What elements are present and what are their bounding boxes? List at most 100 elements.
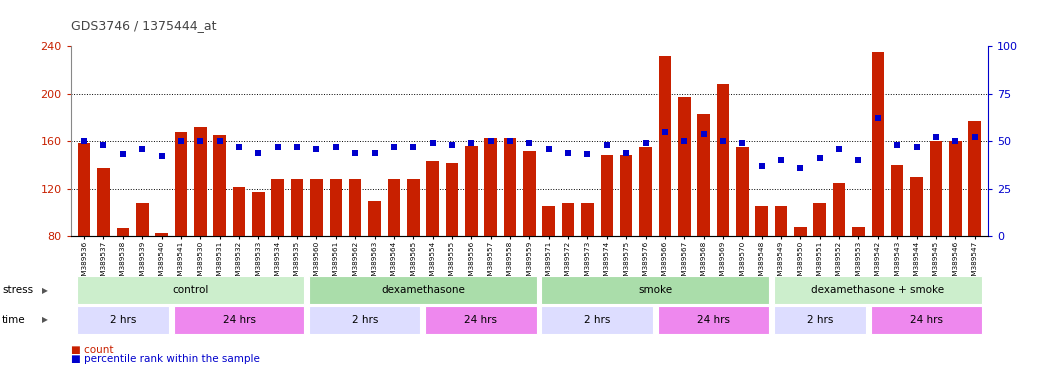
Bar xyxy=(368,200,381,331)
Bar xyxy=(891,165,903,331)
Point xyxy=(541,146,557,152)
Point xyxy=(95,142,112,148)
Bar xyxy=(814,203,826,331)
Point xyxy=(443,142,460,148)
Bar xyxy=(968,121,981,331)
Bar xyxy=(543,207,555,331)
Text: 24 hrs: 24 hrs xyxy=(222,315,255,325)
Point xyxy=(947,138,963,144)
Point xyxy=(618,149,634,156)
Point xyxy=(966,134,983,141)
Bar xyxy=(349,179,361,331)
Point xyxy=(463,140,480,146)
Text: GDS3746 / 1375444_at: GDS3746 / 1375444_at xyxy=(71,19,216,32)
Point xyxy=(870,115,886,121)
Text: 2 hrs: 2 hrs xyxy=(110,315,136,325)
Point xyxy=(676,138,692,144)
Text: ■ percentile rank within the sample: ■ percentile rank within the sample xyxy=(71,354,260,364)
Point xyxy=(714,138,731,144)
Point xyxy=(366,149,383,156)
Point xyxy=(230,144,247,150)
Point xyxy=(76,138,92,144)
Bar xyxy=(601,156,613,331)
Bar xyxy=(271,179,284,331)
Bar xyxy=(174,132,187,331)
Text: dexamethasone: dexamethasone xyxy=(381,285,465,295)
Point xyxy=(521,140,538,146)
Bar xyxy=(485,137,497,331)
Bar xyxy=(949,141,961,331)
Text: stress: stress xyxy=(2,285,33,295)
Bar xyxy=(832,183,845,331)
Point xyxy=(134,146,151,152)
Point xyxy=(114,151,131,157)
Point xyxy=(830,146,847,152)
Point xyxy=(579,151,596,157)
Text: 2 hrs: 2 hrs xyxy=(352,315,378,325)
Text: ▶: ▶ xyxy=(42,315,48,324)
Bar xyxy=(194,127,207,331)
Point xyxy=(754,163,770,169)
Text: 24 hrs: 24 hrs xyxy=(909,315,943,325)
Point xyxy=(559,149,576,156)
Bar xyxy=(233,187,245,331)
Point xyxy=(425,140,441,146)
Bar xyxy=(465,146,477,331)
Text: 2 hrs: 2 hrs xyxy=(584,315,610,325)
Text: 24 hrs: 24 hrs xyxy=(696,315,730,325)
Bar xyxy=(736,147,748,331)
Bar xyxy=(252,192,265,331)
Bar xyxy=(698,114,710,331)
Point xyxy=(270,144,286,150)
Point xyxy=(347,149,363,156)
Point xyxy=(850,157,867,163)
Bar xyxy=(387,179,401,331)
Point xyxy=(928,134,945,141)
Bar xyxy=(445,162,458,331)
Bar xyxy=(620,156,632,331)
Point xyxy=(483,138,499,144)
Point xyxy=(212,138,228,144)
Point xyxy=(172,138,189,144)
Bar xyxy=(329,179,343,331)
Bar xyxy=(407,179,419,331)
Bar xyxy=(116,228,129,331)
Bar xyxy=(427,161,439,331)
Text: smoke: smoke xyxy=(638,285,673,295)
Point xyxy=(792,165,809,171)
Point xyxy=(154,153,170,159)
Bar xyxy=(136,203,148,331)
Text: time: time xyxy=(2,315,26,325)
Point xyxy=(385,144,402,150)
Bar xyxy=(156,233,168,331)
Bar xyxy=(794,227,807,331)
Bar xyxy=(98,169,110,331)
Bar xyxy=(872,52,884,331)
Point xyxy=(250,149,267,156)
Point xyxy=(889,142,905,148)
Bar xyxy=(774,207,788,331)
Point xyxy=(734,140,750,146)
Point xyxy=(192,138,209,144)
Bar xyxy=(523,151,536,331)
Bar xyxy=(503,137,516,331)
Text: 24 hrs: 24 hrs xyxy=(464,315,497,325)
Point xyxy=(812,155,828,161)
Bar xyxy=(214,135,226,331)
Bar xyxy=(581,203,594,331)
Bar xyxy=(852,227,865,331)
Bar xyxy=(562,203,574,331)
Point xyxy=(772,157,789,163)
Point xyxy=(501,138,518,144)
Point xyxy=(405,144,421,150)
Bar xyxy=(678,97,690,331)
Bar xyxy=(756,207,768,331)
Text: ▶: ▶ xyxy=(42,286,48,295)
Text: ■ count: ■ count xyxy=(71,345,113,355)
Bar xyxy=(291,179,303,331)
Point xyxy=(695,131,712,137)
Point xyxy=(657,129,674,135)
Point xyxy=(289,144,305,150)
Text: dexamethasone + smoke: dexamethasone + smoke xyxy=(812,285,945,295)
Point xyxy=(599,142,616,148)
